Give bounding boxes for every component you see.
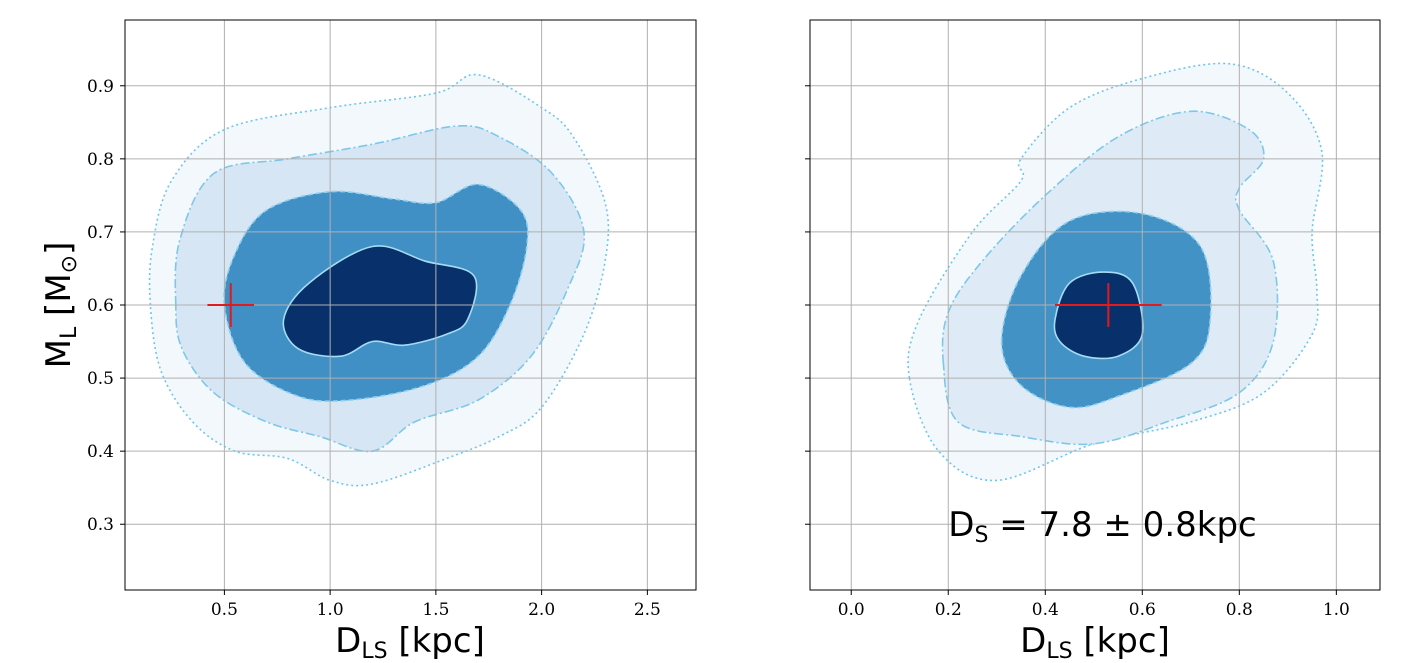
left-x-axis-title: DLS [kpc] bbox=[335, 621, 485, 663]
right-grid bbox=[810, 20, 1380, 590]
right-panel: 0.0 0.2 0.4 0.6 0.8 1.0 DLS [kpc] DS = 7.8 ± … bbox=[805, 19, 1381, 663]
right-true-value-marker bbox=[1054, 283, 1162, 327]
right-ticks: 0.0 0.2 0.4 0.6 0.8 1.0 bbox=[805, 85, 1350, 620]
left-ytick-label-4: 0.7 bbox=[87, 223, 114, 243]
right-xtick-label-2: 0.4 bbox=[1032, 600, 1059, 620]
source-distance-annotation: DS = 7.8 ± 0.8kpc bbox=[948, 505, 1256, 548]
left-xtick-label-4: 2.5 bbox=[634, 600, 661, 620]
left-xtick-label-1: 1.0 bbox=[317, 600, 344, 620]
left-ytick-label-6: 0.9 bbox=[87, 77, 114, 97]
left-ytick-label-2: 0.5 bbox=[87, 369, 114, 389]
left-ytick-label-3: 0.6 bbox=[87, 296, 114, 316]
right-xtick-label-0: 0.0 bbox=[838, 600, 865, 620]
right-contours bbox=[907, 62, 1324, 482]
left-xtick-label-3: 2.0 bbox=[528, 600, 555, 620]
left-ytick-label-1: 0.4 bbox=[87, 442, 114, 462]
left-xtick-label-2: 1.5 bbox=[422, 600, 449, 620]
left-ytick-label-0: 0.3 bbox=[87, 515, 114, 535]
left-contour-3 bbox=[282, 245, 478, 358]
left-contours bbox=[148, 73, 610, 487]
right-x-axis-title: DLS [kpc] bbox=[1020, 621, 1170, 663]
left-y-axis-title: ML [M⊙] bbox=[39, 242, 82, 369]
left-ticks: 0.5 1.0 1.5 2.0 2.5 0.3 0.4 0.5 0.6 0.7 0.8 0.9 bbox=[87, 77, 661, 620]
right-xtick-label-4: 0.8 bbox=[1226, 600, 1253, 620]
right-xtick-label-5: 1.0 bbox=[1323, 600, 1350, 620]
right-contour-3 bbox=[1053, 271, 1144, 360]
left-panel: 0.5 1.0 1.5 2.0 2.5 0.3 0.4 0.5 0.6 0.7 0.8 0.9 DLS… bbox=[39, 19, 697, 663]
right-plot-area bbox=[810, 20, 1380, 590]
left-plot-area bbox=[125, 20, 696, 590]
left-true-value-marker bbox=[207, 283, 255, 327]
left-ytick-label-5: 0.8 bbox=[87, 150, 114, 170]
left-xtick-label-0: 0.5 bbox=[211, 600, 238, 620]
right-xtick-label-3: 0.6 bbox=[1129, 600, 1156, 620]
right-xtick-label-1: 0.2 bbox=[935, 600, 962, 620]
